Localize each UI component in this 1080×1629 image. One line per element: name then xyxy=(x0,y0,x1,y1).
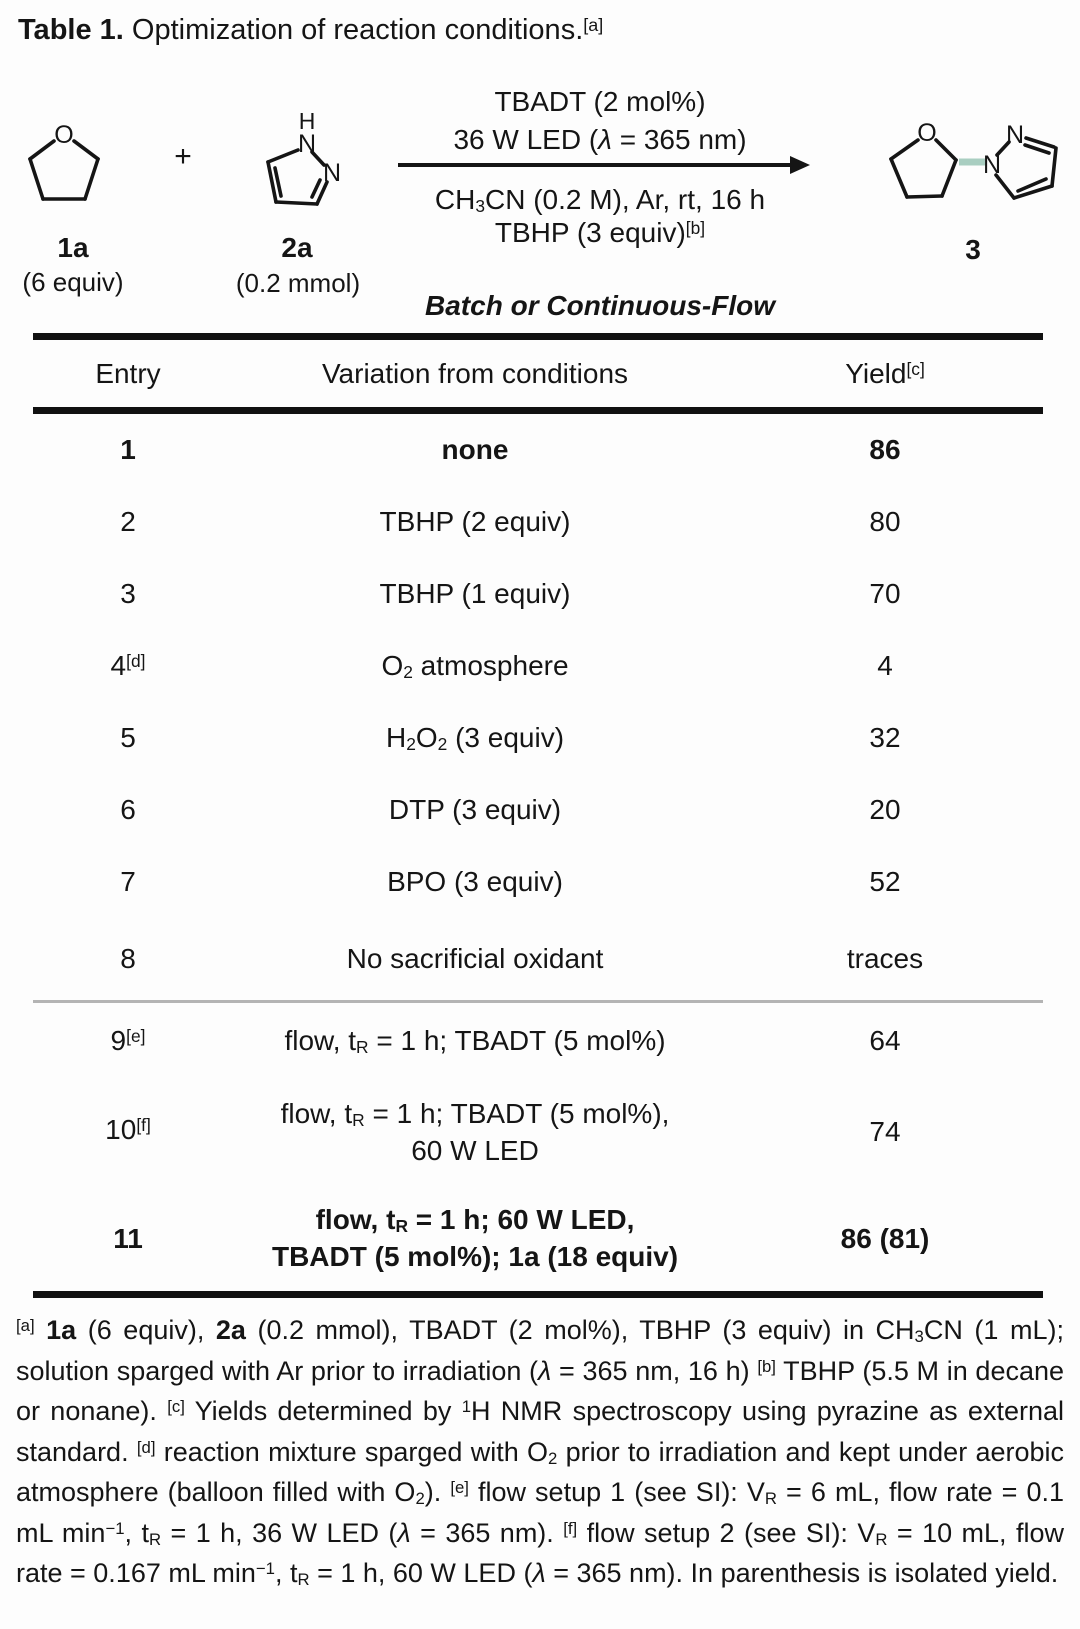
reactant2-amount: (0.2 mmol) xyxy=(235,268,361,298)
cell-variation: flow, tR = 1 h; TBADT (5 mol%) xyxy=(284,1024,666,1057)
oxygen-atom-label: O xyxy=(54,121,73,149)
cell-yield: 20 xyxy=(869,794,901,825)
nitrogen2-atom-label: N xyxy=(1006,121,1024,149)
header-yield: Yield[c] xyxy=(845,357,925,389)
cell-variation: flow, tR = 1 h; TBADT (5 mol%), 60 W LED xyxy=(280,1097,670,1166)
cell-entry: 4[d] xyxy=(110,650,146,681)
conditions-line-1: TBADT (2 mol%) xyxy=(494,86,706,117)
table-caption: Table 1. Optimization of reaction condit… xyxy=(18,14,603,47)
table-row: 5 H2O2 (3 equiv) 32 xyxy=(33,702,1043,774)
header-entry: Entry xyxy=(95,357,161,389)
table-header-row: Entry Variation from conditions Yield[c] xyxy=(33,340,1043,407)
reactant1-amount: (6 equiv) xyxy=(22,267,124,297)
table-row: 10[f] flow, tR = 1 h; TBADT (5 mol%), 60 … xyxy=(33,1078,1043,1185)
table-row: 3 TBHP (1 equiv) 70 xyxy=(33,558,1043,630)
table-row: 9[e] flow, tR = 1 h; TBADT (5 mol%) 64 xyxy=(33,1003,1043,1078)
table-bottom-rule xyxy=(33,1291,1043,1298)
table-row: 11 flow, tR = 1 h; 60 W LED, TBADT (5 mol… xyxy=(33,1185,1043,1291)
cell-variation: TBHP (1 equiv) xyxy=(379,578,571,609)
table-header-rule xyxy=(33,407,1043,414)
cell-yield: 80 xyxy=(869,506,901,537)
optimization-table: Entry Variation from conditions Yield[c]… xyxy=(33,333,1043,1298)
table-row: 6 DTP (3 equiv) 20 xyxy=(33,774,1043,846)
cell-variation: TBHP (2 equiv) xyxy=(379,506,571,537)
table-row: 7 BPO (3 equiv) 52 xyxy=(33,846,1043,918)
table-row: 2 TBHP (2 equiv) 80 xyxy=(33,486,1043,558)
reactant1-label: 1a xyxy=(57,232,89,263)
cell-yield: traces xyxy=(846,943,924,974)
batch-flow-label: Batch or Continuous-Flow xyxy=(425,290,775,321)
cell-yield: 86 (81) xyxy=(840,1222,930,1254)
reaction-arrow xyxy=(398,156,810,174)
oxygen-atom-label: O xyxy=(917,119,936,147)
structure-3-product: O N N xyxy=(889,119,1058,200)
cell-entry: 8 xyxy=(120,943,136,974)
header-variation: Variation from conditions xyxy=(321,357,629,389)
plus-sign: + xyxy=(174,140,192,173)
cell-entry: 1 xyxy=(120,434,136,465)
reactant2-label: 2a xyxy=(281,232,313,263)
cell-yield: 64 xyxy=(869,1024,901,1056)
nitrogen1-atom-label: N xyxy=(298,130,316,158)
cell-yield: 74 xyxy=(869,1116,901,1147)
cell-entry: 10[f] xyxy=(105,1114,151,1145)
cell-variation: flow, tR = 1 h; 60 W LED, TBADT (5 mol%);… xyxy=(271,1204,679,1272)
cell-yield: 32 xyxy=(869,722,901,753)
conditions-line-2: 36 W LED (λ = 365 nm) xyxy=(453,124,747,155)
batch-flow-divider-rule xyxy=(33,1000,1043,1003)
cell-entry: 6 xyxy=(120,794,136,825)
table-caption-text: Optimization of reaction conditions. xyxy=(131,14,584,46)
conditions-line-4: TBHP (3 equiv)[b] xyxy=(494,217,706,248)
cell-variation: No sacrificial oxidant xyxy=(346,943,604,974)
cell-yield: 52 xyxy=(869,866,901,897)
footnote-ref-a: [a] xyxy=(583,14,604,35)
cell-yield: 86 xyxy=(869,434,901,465)
nitrogen1-atom-label: N xyxy=(983,151,1001,179)
cell-entry: 5 xyxy=(120,722,136,753)
table-row: 4[d] O2 atmosphere 4 xyxy=(33,630,1043,702)
cell-yield: 4 xyxy=(877,650,893,681)
cell-variation: H2O2 (3 equiv) xyxy=(385,722,565,755)
table-top-rule xyxy=(33,333,1043,340)
cell-entry: 9[e] xyxy=(110,1024,146,1056)
table-number: Table 1. xyxy=(18,14,124,46)
cell-variation: O2 atmosphere xyxy=(381,650,569,683)
table-row: 1 none 86 xyxy=(33,414,1043,486)
conditions-line-3: CH3CN (0.2 M), Ar, rt, 16 h xyxy=(434,184,766,217)
structure-1a-thf: O xyxy=(28,121,100,201)
product-label: 3 xyxy=(965,234,981,265)
cell-entry: 11 xyxy=(113,1222,143,1254)
cell-entry: 7 xyxy=(120,866,136,897)
structure-2a-pyrazole: H N N xyxy=(266,108,341,206)
cell-variation: DTP (3 equiv) xyxy=(388,794,562,825)
hydrogen-atom-label: H xyxy=(299,108,316,134)
table-row: 8 No sacrificial oxidant traces xyxy=(33,918,1043,1000)
reaction-scheme: O 1a (6 equiv) + H N N 2a (0.2 mmol) TBA… xyxy=(0,60,1080,333)
cell-yield: 70 xyxy=(869,578,901,609)
cell-variation: BPO (3 equiv) xyxy=(387,866,563,897)
cell-variation: none xyxy=(441,434,509,465)
table-footnotes: [a] 1a (6 equiv), 2a (0.2 mmol), TBADT (… xyxy=(16,1315,1065,1589)
cell-entry: 2 xyxy=(120,506,136,537)
nitrogen2-atom-label: N xyxy=(323,159,341,187)
cell-entry: 3 xyxy=(120,578,136,609)
